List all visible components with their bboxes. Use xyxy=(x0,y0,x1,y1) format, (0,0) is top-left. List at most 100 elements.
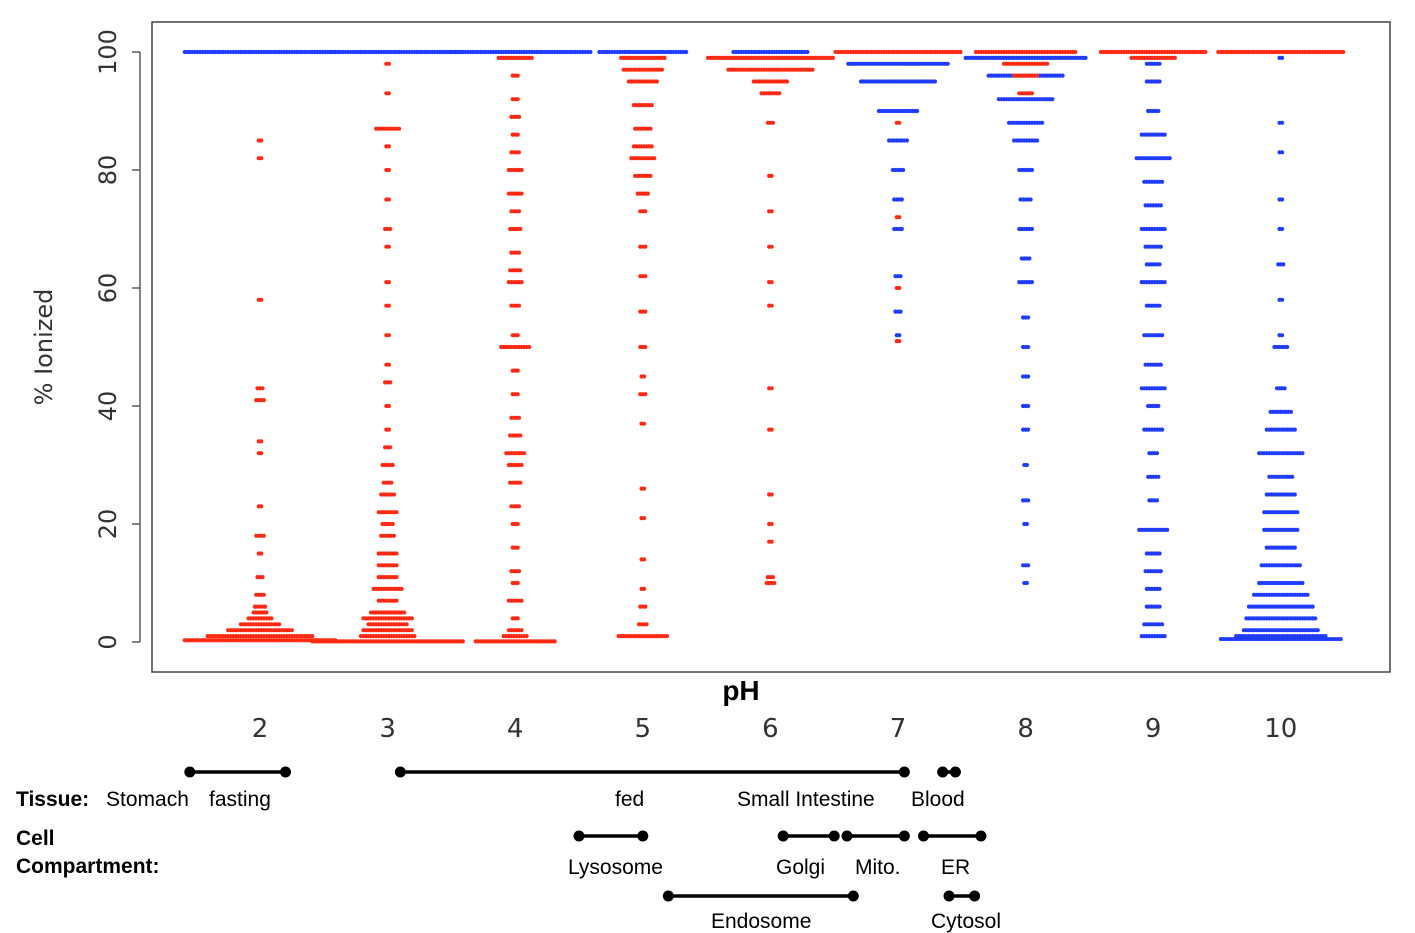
data-point-cluster xyxy=(506,167,524,173)
data-point-cluster xyxy=(1244,616,1318,621)
data-point xyxy=(259,451,264,456)
data-point-cluster xyxy=(1020,315,1031,320)
data-point xyxy=(897,215,902,220)
data-point-cluster xyxy=(358,634,417,639)
y-tick-label: 80 xyxy=(94,155,122,186)
data-point xyxy=(1060,73,1065,78)
data-point-cluster xyxy=(1139,132,1167,137)
data-point xyxy=(516,150,522,155)
plot-frame xyxy=(151,21,1391,673)
data-point xyxy=(515,368,520,373)
data-point-cluster xyxy=(1001,61,1050,66)
data-point xyxy=(932,79,938,84)
data-point-cluster xyxy=(1143,362,1163,367)
data-point xyxy=(388,226,393,232)
data-point-cluster xyxy=(1146,403,1161,409)
data-point xyxy=(516,114,522,119)
data-point-cluster xyxy=(510,97,520,102)
data-point-cluster xyxy=(1139,634,1167,639)
data-point xyxy=(1282,386,1287,391)
data-point xyxy=(394,551,399,556)
data-point-cluster xyxy=(510,545,520,550)
data-point-cluster xyxy=(509,415,522,420)
data-point-cluster xyxy=(1142,179,1165,184)
data-point xyxy=(1162,634,1167,639)
data-point-cluster xyxy=(767,427,774,432)
data-point xyxy=(333,638,338,643)
range-er xyxy=(918,830,987,842)
data-point-cluster xyxy=(1276,262,1286,267)
data-point xyxy=(515,392,520,397)
data-point-cluster xyxy=(376,510,399,515)
data-point-cluster xyxy=(639,486,647,491)
data-point-cluster xyxy=(384,91,391,96)
data-point-cluster xyxy=(1142,622,1165,627)
data-point-cluster xyxy=(376,563,399,568)
data-point xyxy=(897,285,902,291)
data-point-cluster xyxy=(767,492,774,497)
data-point xyxy=(904,138,910,143)
data-point-cluster xyxy=(1146,108,1161,114)
data-point xyxy=(945,61,950,66)
data-point-cluster xyxy=(1264,545,1297,550)
data-point-cluster xyxy=(1020,498,1031,503)
range-lysosome xyxy=(573,830,649,842)
data-point xyxy=(1026,563,1031,568)
data-point-cluster xyxy=(379,533,397,538)
data-point xyxy=(516,303,522,308)
data-point-cluster xyxy=(1143,569,1163,574)
data-point xyxy=(769,280,774,285)
data-point-cluster xyxy=(1139,386,1167,391)
data-point-cluster xyxy=(619,55,667,61)
data-point xyxy=(519,191,524,196)
data-point xyxy=(515,132,520,137)
data-point xyxy=(643,344,648,350)
data-point xyxy=(518,268,523,273)
range-cytosol xyxy=(943,890,981,902)
data-point-cluster xyxy=(510,132,520,137)
data-point-cluster xyxy=(894,333,902,338)
data-point xyxy=(1154,451,1160,456)
data-point xyxy=(515,616,520,621)
data-point-cluster xyxy=(380,462,395,468)
data-point xyxy=(899,226,904,232)
range-stomach-fasting xyxy=(184,766,292,778)
data-point xyxy=(522,451,527,456)
data-point xyxy=(519,598,524,603)
x-tick-label: 3 xyxy=(379,714,396,744)
data-point-cluster xyxy=(616,634,670,639)
data-point xyxy=(643,209,648,214)
range-end-dot xyxy=(898,830,910,842)
data-point-cluster xyxy=(379,492,397,497)
data-point xyxy=(769,303,774,308)
data-point-cluster xyxy=(1012,73,1040,78)
data-point xyxy=(404,622,409,627)
data-point xyxy=(1300,580,1305,586)
data-point-cluster xyxy=(765,575,776,580)
data-point-cluster xyxy=(1241,628,1320,633)
data-point xyxy=(588,49,593,55)
data-point-cluster xyxy=(1022,580,1029,586)
data-point-cluster xyxy=(509,250,522,255)
data-point-cluster xyxy=(384,280,391,285)
y-axis-label: % Ionized xyxy=(30,289,58,406)
range-start-dot xyxy=(918,830,930,842)
data-point-cluster xyxy=(1264,492,1297,497)
data-point xyxy=(1024,521,1029,527)
data-point-cluster xyxy=(631,144,654,149)
data-point xyxy=(386,197,391,202)
data-point xyxy=(770,120,776,125)
data-point xyxy=(394,575,399,580)
data-point-cluster xyxy=(256,439,264,444)
data-point-cluster xyxy=(767,173,774,178)
data-point-cluster xyxy=(890,167,906,173)
data-point xyxy=(260,575,265,580)
data-point-cluster xyxy=(621,67,665,72)
data-point-cluster xyxy=(508,268,523,273)
data-point-cluster xyxy=(1018,197,1033,202)
data-point-cluster xyxy=(374,126,402,131)
data-point-cluster xyxy=(1272,344,1290,350)
data-point-cluster xyxy=(767,244,774,249)
range-start-dot xyxy=(394,766,406,778)
data-point xyxy=(269,616,274,621)
